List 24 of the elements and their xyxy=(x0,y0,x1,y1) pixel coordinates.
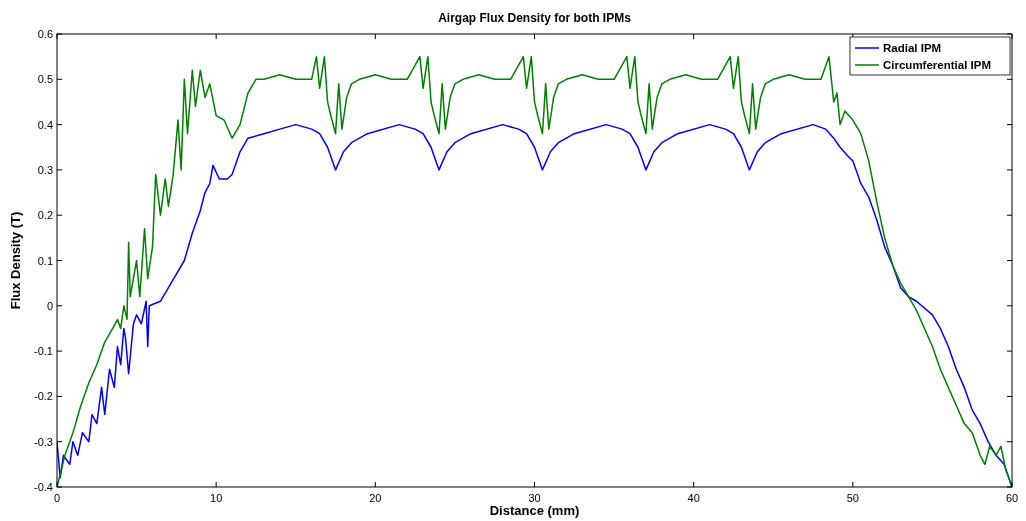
x-tick-label: 30 xyxy=(528,492,541,504)
y-tick-label: 0.5 xyxy=(37,73,53,86)
y-tick-label: -0.3 xyxy=(34,435,53,448)
x-tick-label: 20 xyxy=(369,492,382,504)
legend-label: Circumferential IPM xyxy=(883,59,991,71)
y-tick-label: -0.4 xyxy=(34,481,53,493)
x-tick-label: 60 xyxy=(1005,492,1019,504)
x-tick-label: 40 xyxy=(687,492,700,504)
y-tick-label: -0.2 xyxy=(34,390,53,403)
y-tick-label: 0.1 xyxy=(37,254,53,267)
y-tick-label: 0.6 xyxy=(37,28,53,40)
line-series xyxy=(57,55,1012,488)
x-tick-label: 0 xyxy=(53,492,61,504)
y-axis-title: Flux Density (T) xyxy=(8,211,23,310)
x-tick-label: 50 xyxy=(846,492,859,504)
y-tick-label: 0.4 xyxy=(37,118,53,131)
y-tick-label: 0 xyxy=(46,299,53,312)
y-tick-label: 0.2 xyxy=(37,209,53,222)
x-axis-title: Distance (mm) xyxy=(489,503,580,518)
y-tick-label: 0.3 xyxy=(37,163,53,176)
x-tick-label: 10 xyxy=(210,492,223,504)
legend-label: Radial IPM xyxy=(883,42,942,54)
y-tick-label: -0.1 xyxy=(34,345,53,358)
chart-title: Airgap Flux Density for both IPMs xyxy=(438,11,632,25)
